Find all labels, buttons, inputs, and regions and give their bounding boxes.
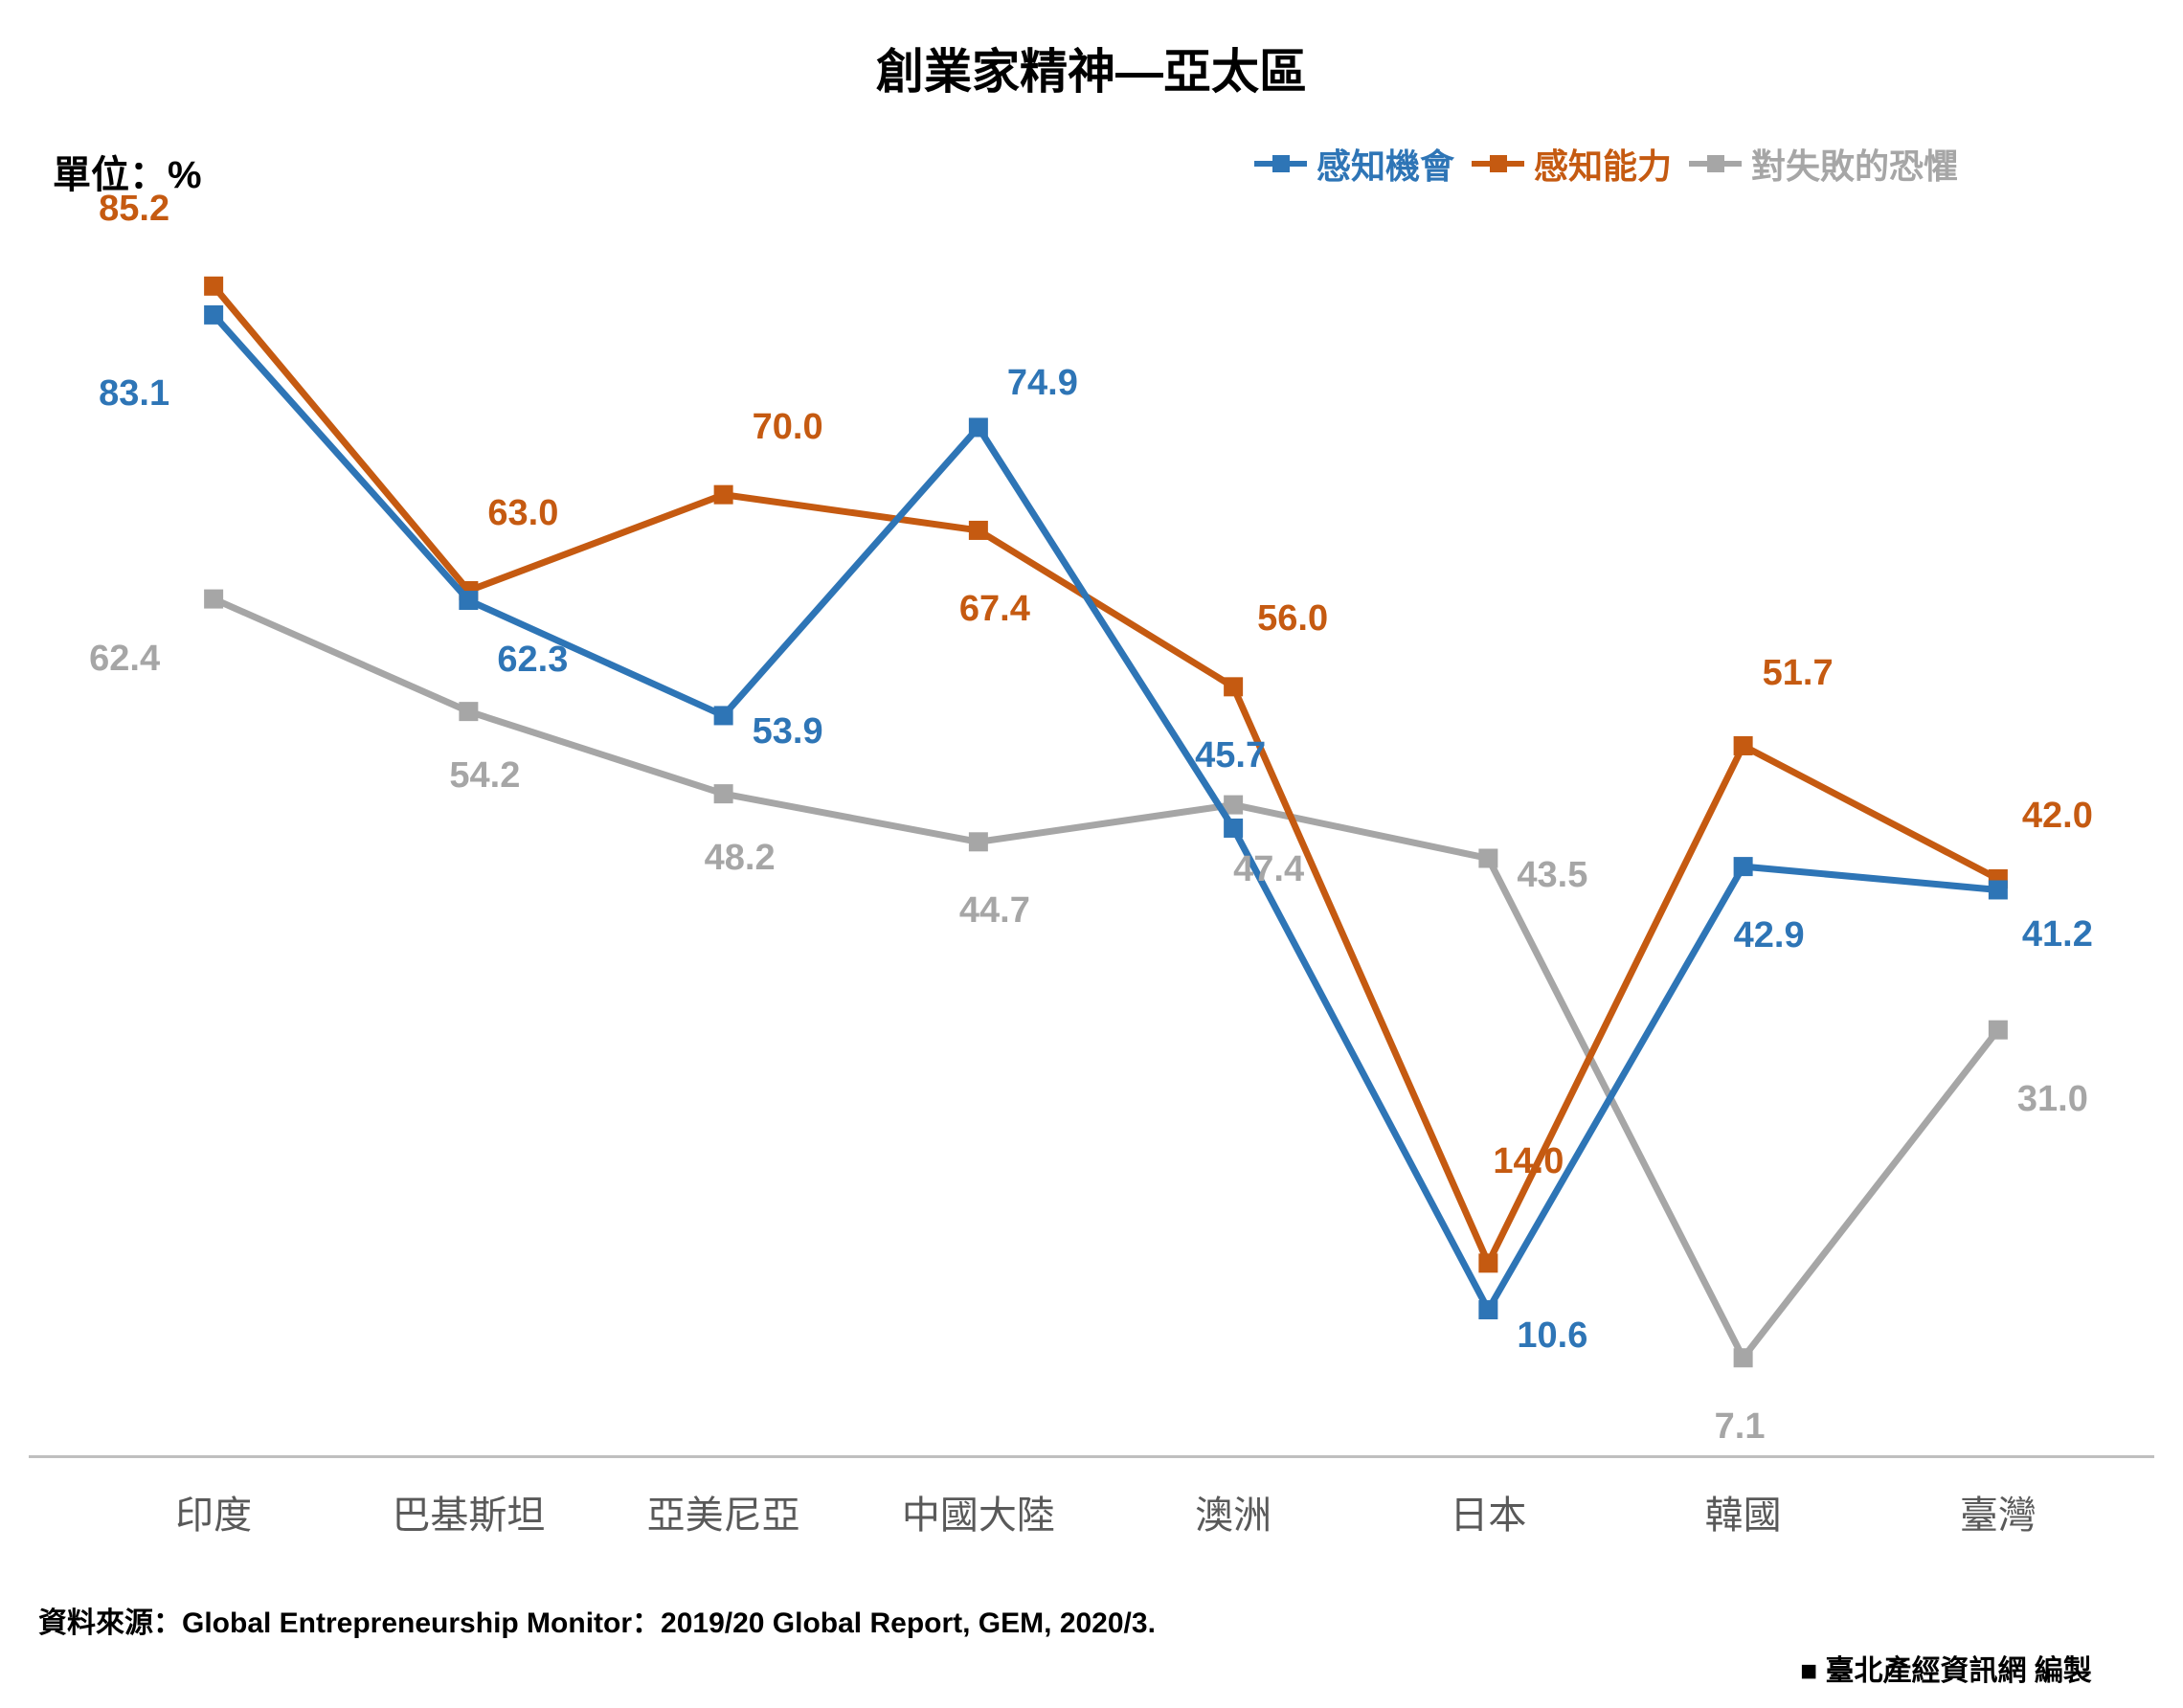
data-value-label: 70.0 bbox=[753, 407, 823, 448]
data-marker bbox=[969, 521, 988, 540]
series-line bbox=[214, 599, 1998, 1359]
x-axis-label: 巴基斯坦 bbox=[344, 1484, 593, 1539]
data-marker bbox=[204, 590, 223, 609]
data-value-label: 42.9 bbox=[1734, 915, 1805, 956]
x-axis-label: 印度 bbox=[89, 1484, 338, 1539]
data-marker bbox=[714, 784, 733, 803]
data-marker bbox=[714, 485, 733, 505]
data-value-label: 10.6 bbox=[1517, 1315, 1587, 1357]
x-axis-baseline bbox=[29, 1455, 2154, 1458]
data-value-label: 62.4 bbox=[89, 639, 194, 680]
data-value-label: 54.2 bbox=[449, 755, 520, 797]
x-axis-label: 日本 bbox=[1363, 1484, 1612, 1539]
x-axis-label: 亞美尼亞 bbox=[599, 1484, 848, 1539]
data-marker bbox=[1989, 880, 2008, 899]
data-marker bbox=[204, 305, 223, 325]
series-line bbox=[214, 315, 1998, 1310]
data-marker bbox=[1478, 1253, 1497, 1272]
x-axis-label: 韓國 bbox=[1619, 1484, 1868, 1539]
credit-text: ■ 臺北產經資訊網 編製 bbox=[1800, 1647, 2092, 1689]
data-marker bbox=[1989, 1021, 2008, 1040]
data-value-label: 85.2 bbox=[99, 189, 204, 230]
data-value-label: 67.4 bbox=[959, 589, 1030, 630]
data-value-label: 31.0 bbox=[2017, 1079, 2088, 1120]
data-value-label: 45.7 bbox=[1195, 735, 1266, 776]
data-value-label: 56.0 bbox=[1257, 598, 1328, 640]
x-axis-label: 臺灣 bbox=[1874, 1484, 2123, 1539]
data-value-label: 63.0 bbox=[487, 493, 558, 534]
chart-container: 創業家精神—亞太區 單位：% 感知機會感知能力對失敗的恐懼 印度巴基斯坦亞美尼亞… bbox=[0, 0, 2183, 1708]
data-marker bbox=[459, 591, 478, 610]
data-marker bbox=[1478, 849, 1497, 868]
plot-area bbox=[0, 0, 2183, 1708]
data-value-label: 41.2 bbox=[2022, 914, 2093, 955]
data-marker bbox=[969, 832, 988, 851]
data-value-label: 42.0 bbox=[2022, 796, 2093, 837]
data-marker bbox=[1734, 857, 1753, 876]
source-text: 資料來源：Global Entrepreneurship Monitor：201… bbox=[38, 1599, 1156, 1641]
data-value-label: 14.0 bbox=[1493, 1141, 1564, 1182]
data-marker bbox=[1224, 677, 1243, 696]
data-marker bbox=[1224, 819, 1243, 838]
data-value-label: 53.9 bbox=[753, 711, 823, 753]
data-value-label: 51.7 bbox=[1763, 653, 1834, 694]
data-marker bbox=[204, 277, 223, 296]
data-marker bbox=[969, 417, 988, 437]
data-marker bbox=[714, 706, 733, 725]
data-marker bbox=[1734, 1348, 1753, 1367]
data-value-label: 43.5 bbox=[1517, 855, 1587, 896]
data-value-label: 48.2 bbox=[705, 838, 776, 879]
data-value-label: 74.9 bbox=[1007, 363, 1078, 404]
x-axis-label: 澳洲 bbox=[1109, 1484, 1358, 1539]
data-value-label: 83.1 bbox=[99, 373, 204, 415]
x-axis-label: 中國大陸 bbox=[854, 1484, 1103, 1539]
data-value-label: 44.7 bbox=[959, 890, 1030, 932]
data-marker bbox=[1478, 1300, 1497, 1319]
data-value-label: 47.4 bbox=[1233, 849, 1304, 890]
data-value-label: 62.3 bbox=[497, 640, 568, 681]
data-value-label: 7.1 bbox=[1715, 1406, 1766, 1448]
data-marker bbox=[1734, 736, 1753, 755]
data-marker bbox=[459, 702, 478, 721]
